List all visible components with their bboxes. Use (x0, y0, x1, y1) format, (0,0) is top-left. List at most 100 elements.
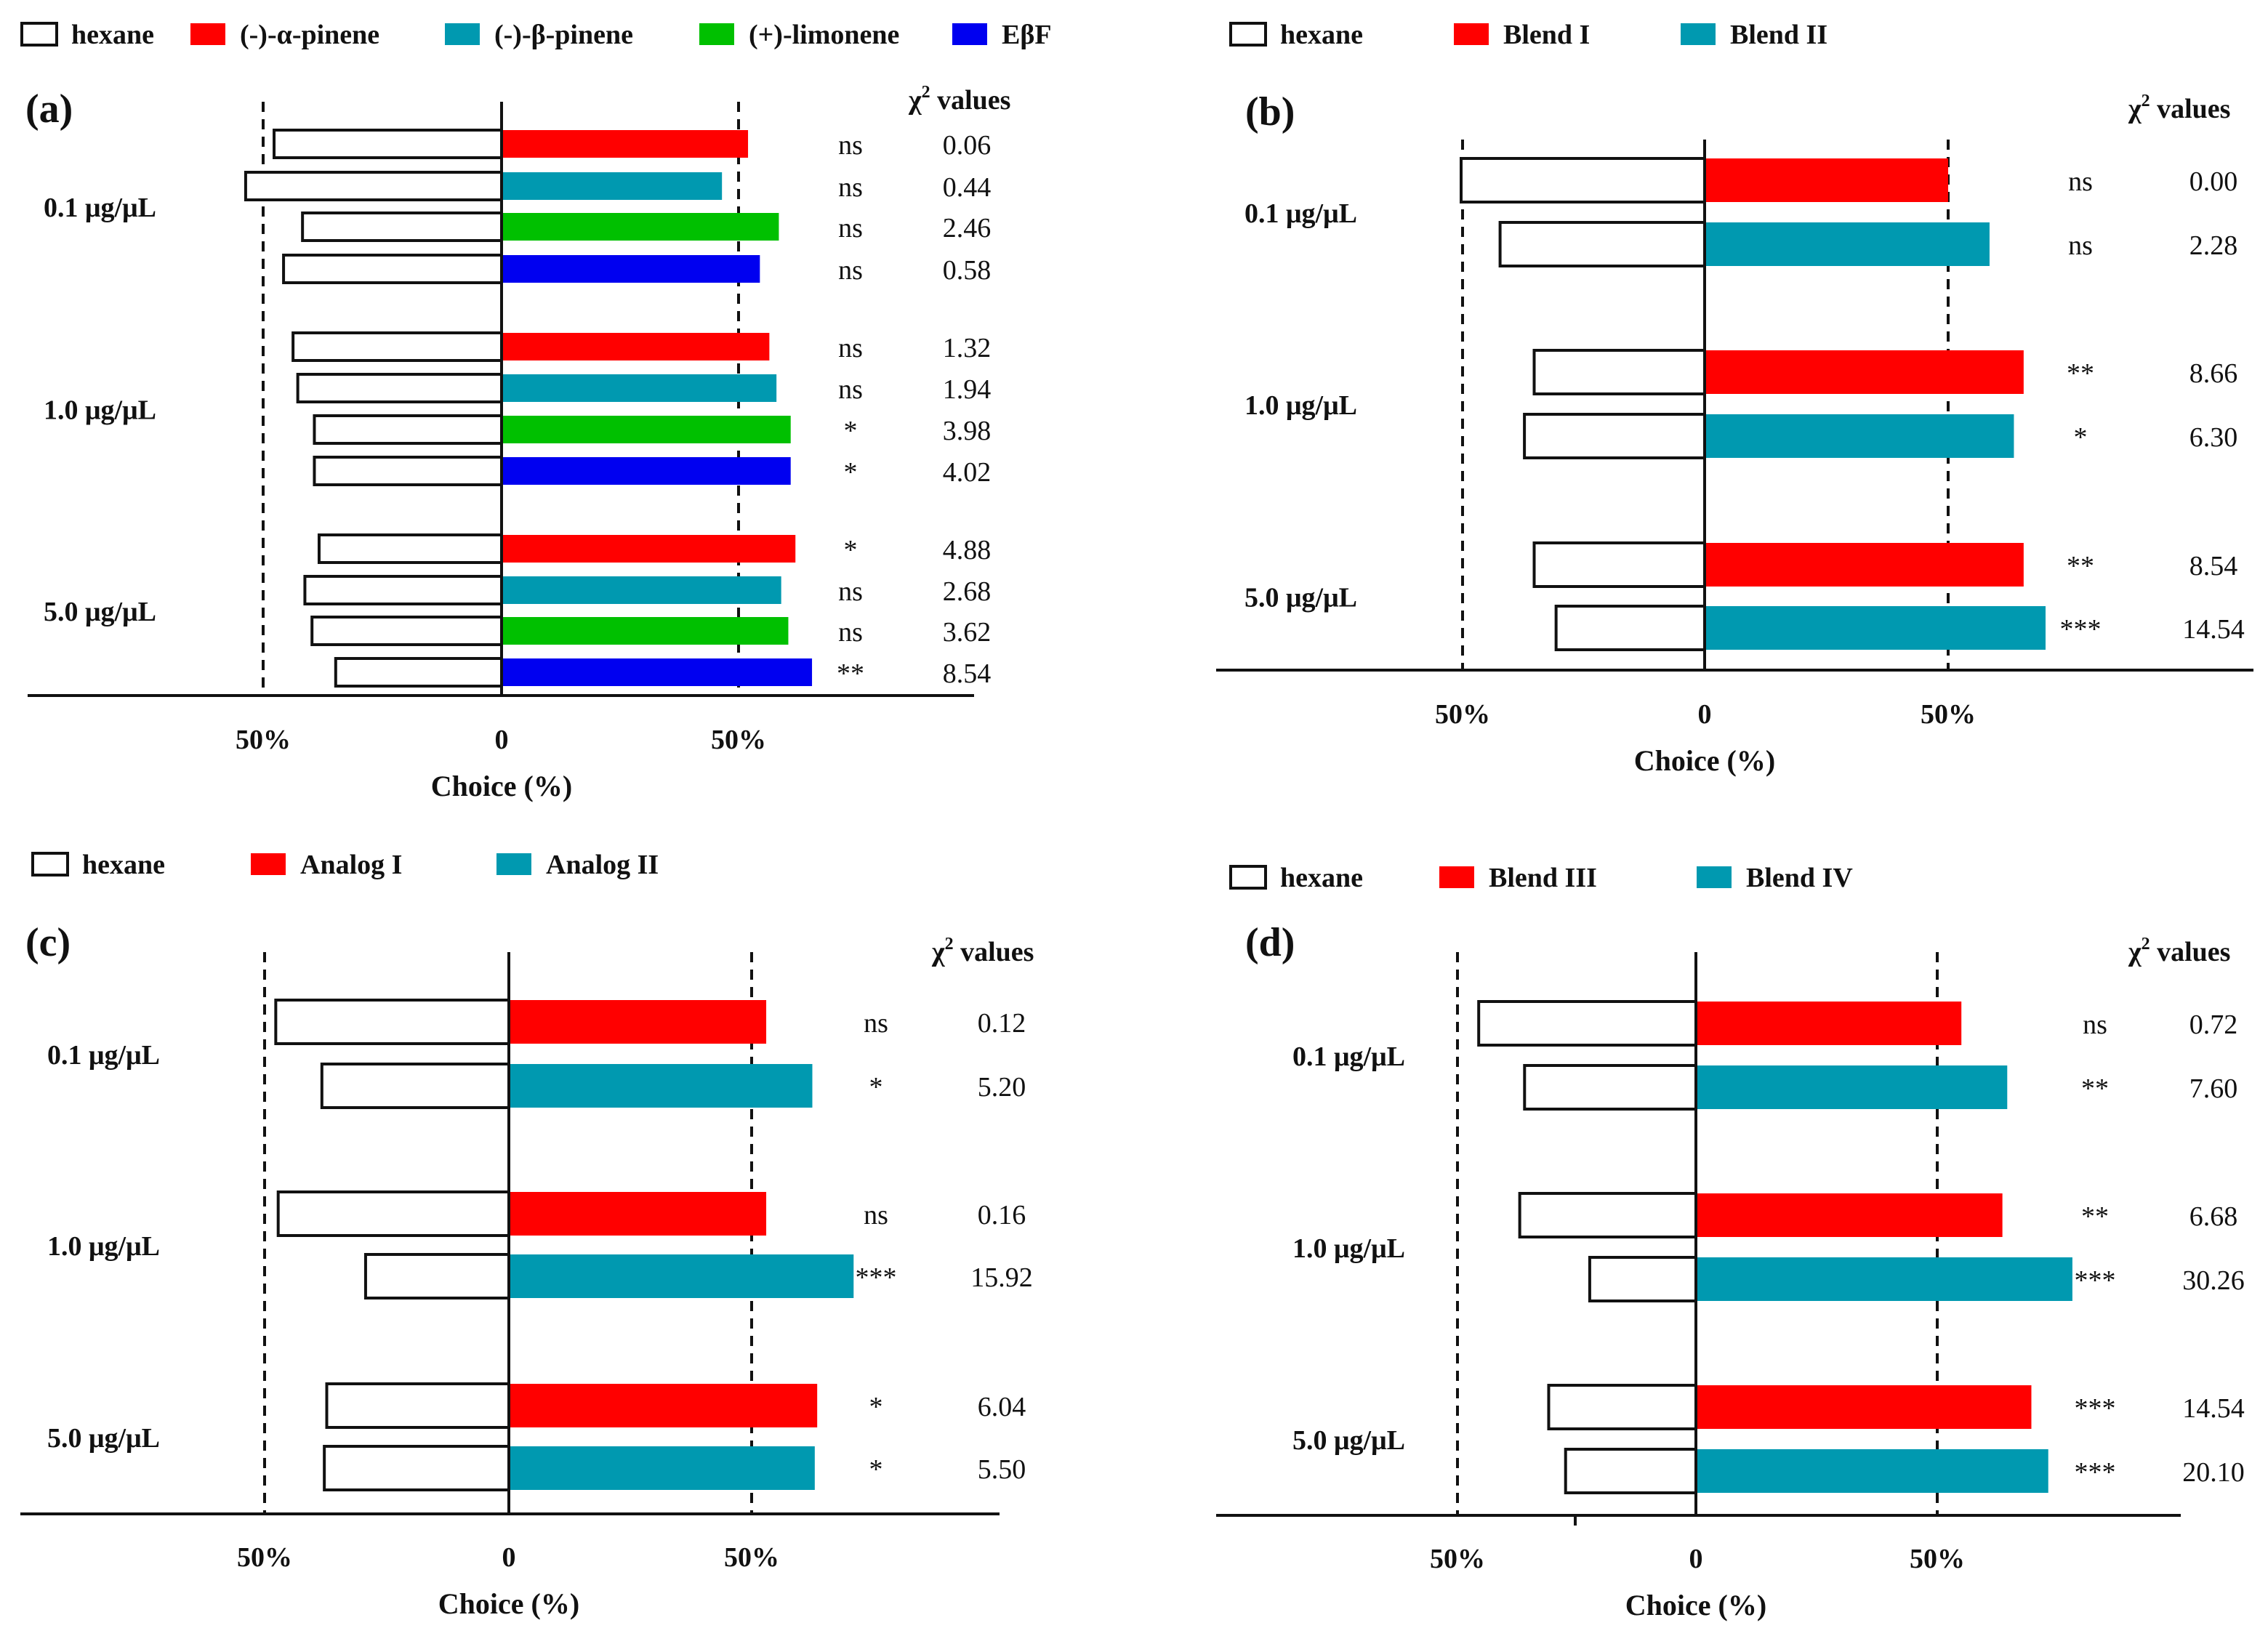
hexane-bar (273, 129, 503, 159)
x-tick-label: 0 (495, 725, 509, 755)
hexane-bar (363, 1253, 510, 1300)
panel-c: hexane Analog I Analog II (c) χ2 values ns 0.1… (20, 850, 1034, 1620)
group-label: 1.0 μg/μL (47, 1231, 160, 1262)
chi-value: 6.30 (2189, 422, 2238, 453)
chi-value: 5.20 (978, 1072, 1026, 1103)
treatment-bar (502, 172, 723, 200)
hexane-bar (1532, 349, 1706, 395)
chi-value: 0.72 (2189, 1010, 2238, 1040)
chi-header: χ2 values (931, 935, 1034, 967)
significance-label: * (2074, 422, 2088, 453)
hexane-bar (282, 254, 503, 284)
chi-superscript: 2 (2142, 935, 2150, 954)
treatment-bar (1696, 1257, 2072, 1301)
treatment-bar (502, 374, 777, 402)
chi-superscript: 2 (922, 83, 930, 102)
legend-swatch (251, 853, 286, 875)
legend-swatch (1681, 23, 1716, 45)
significance-label: * (869, 1392, 883, 1422)
hexane-bar (244, 171, 503, 201)
treatment-bar (509, 1254, 854, 1298)
treatment-bar (502, 213, 779, 241)
hexane-bar (274, 999, 510, 1045)
chi-header: χ2 values (2128, 935, 2230, 967)
hexane-bar (1523, 413, 1707, 459)
chi-value: 1.94 (943, 374, 992, 405)
hexane-bar (303, 575, 503, 605)
x-tick-label: 50% (1921, 699, 1976, 730)
significance-label: * (869, 1072, 883, 1103)
x-tick-label: 50% (711, 725, 766, 755)
panel-b: hexane Blend I Blend II (b) χ2 values ns 0.00 n… (1216, 20, 2253, 777)
hexane-bar (323, 1445, 510, 1491)
significance-label: * (844, 535, 858, 565)
x-tick-label: 0 (1698, 699, 1712, 730)
hexane-bar (334, 657, 503, 688)
group-label: 1.0 μg/μL (1292, 1233, 1405, 1264)
hexane-bar (1554, 605, 1706, 651)
chi-value: 8.54 (943, 658, 992, 689)
chi-header: χ2 values (2128, 92, 2230, 124)
chi-symbol: χ (2128, 937, 2142, 967)
chi-symbol: χ (2128, 94, 2142, 124)
hexane-bar (1518, 1192, 1697, 1238)
significance-label: ** (2067, 358, 2094, 389)
group-label: 5.0 μg/μL (47, 1423, 160, 1454)
significance-label: ns (838, 617, 863, 648)
chi-superscript: 2 (945, 935, 954, 954)
significance-label: *** (2075, 1265, 2116, 1296)
significance-label: ns (838, 576, 863, 607)
panel-label: (c) (25, 920, 71, 965)
treatment-bar (1696, 1385, 2032, 1429)
treatment-bar (1705, 414, 2014, 458)
panel-a: hexane (-)-α-pinene (-)-β-pinene (+)-limone… (20, 20, 1052, 802)
panel-label: (a) (25, 86, 73, 132)
hexane-bar (325, 1382, 510, 1429)
significance-label: ns (2068, 230, 2093, 261)
significance-label: ns (2083, 1010, 2107, 1040)
legend-label: (-)-β-pinene (494, 20, 633, 50)
legend-label: EβF (1002, 20, 1052, 50)
chi-value: 0.06 (943, 130, 992, 161)
hexane-bar (310, 616, 503, 646)
treatment-bar (509, 1000, 767, 1044)
legend-label: hexane (1280, 863, 1363, 893)
significance-label: ns (838, 213, 863, 243)
hexane-bar (313, 456, 503, 486)
significance-label: *** (856, 1262, 897, 1293)
treatment-bar (509, 1064, 813, 1108)
hexane-bar (320, 1063, 510, 1109)
legend-label: hexane (1280, 20, 1363, 50)
x-tick-label: 50% (1435, 699, 1490, 730)
significance-label: * (844, 416, 858, 446)
treatment-bar (502, 333, 770, 360)
legend-label: Blend I (1503, 20, 1590, 50)
chi-value: 1.32 (943, 333, 992, 363)
x-tick-label: 50% (724, 1542, 779, 1573)
treatment-bar (1705, 543, 2024, 587)
chi-value: 4.02 (943, 457, 992, 488)
x-axis-title: Choice (%) (1634, 744, 1775, 777)
chi-value: 2.68 (943, 576, 992, 607)
x-tick-label: 50% (1910, 1544, 1965, 1574)
legend-swatch (952, 23, 987, 45)
legend-swatch (31, 852, 69, 877)
chi-value: 0.12 (978, 1008, 1026, 1039)
treatment-bar (502, 617, 789, 645)
hexane-bar (313, 414, 503, 445)
significance-label: ns (838, 130, 863, 161)
hexane-bar (1460, 157, 1706, 204)
hexane-bar (301, 211, 503, 242)
significance-label: * (869, 1454, 883, 1485)
chi-values-word: values (2150, 937, 2231, 967)
treatment-bar (502, 535, 796, 563)
legend-swatch (445, 23, 480, 45)
hexane-bar (317, 533, 504, 564)
treatment-bar (502, 576, 781, 604)
hexane-bar (1588, 1256, 1697, 1302)
chi-symbol: χ (908, 85, 922, 116)
hexane-bar (296, 373, 503, 403)
significance-label: ** (2081, 1201, 2109, 1232)
legend-swatch (190, 23, 225, 45)
